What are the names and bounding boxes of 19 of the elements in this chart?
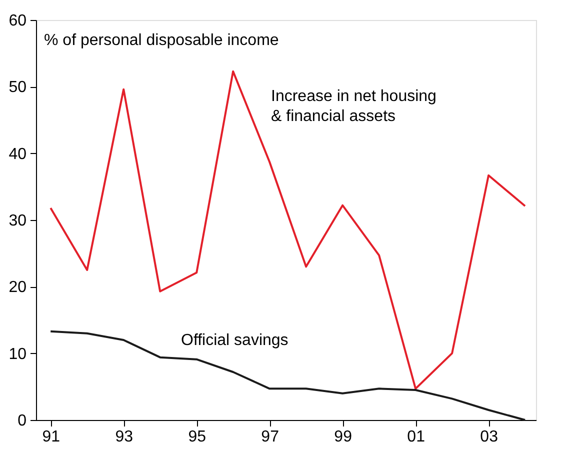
y-axis-title: % of personal disposable income xyxy=(44,32,279,49)
x-tick-label: 91 xyxy=(42,428,60,446)
y-tick-label: 30 xyxy=(8,212,27,230)
series-label: Official savings xyxy=(181,332,288,349)
y-tick-label: 60 xyxy=(8,12,27,30)
x-tick-label: 99 xyxy=(334,428,352,446)
x-tick-label: 93 xyxy=(115,428,134,446)
y-tick-label: 40 xyxy=(8,146,27,163)
y-tick-label: 20 xyxy=(8,279,27,296)
y-tick-label: 10 xyxy=(8,346,27,363)
line-series xyxy=(50,330,526,421)
x-tick-label: 95 xyxy=(188,428,206,446)
line-series xyxy=(50,70,526,390)
x-tick-label: 97 xyxy=(261,428,280,446)
y-tick-label: 0 xyxy=(18,412,27,430)
x-tick-label: 03 xyxy=(480,428,498,446)
series-label: Increase in net housing & financial assets xyxy=(271,88,436,125)
x-tick-label: 01 xyxy=(407,428,426,446)
y-tick-label: 50 xyxy=(8,79,27,96)
